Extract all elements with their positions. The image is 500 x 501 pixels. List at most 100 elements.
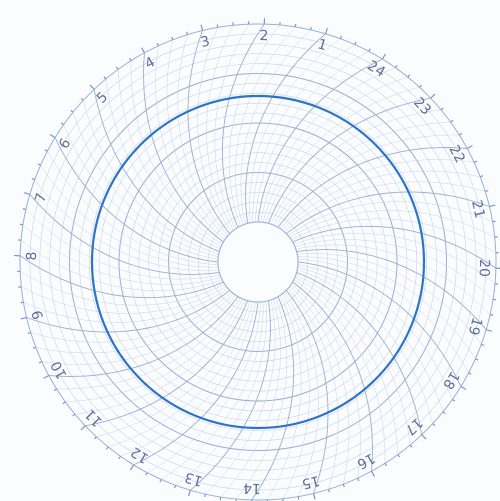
rim-tick bbox=[20, 301, 24, 304]
rim-tick bbox=[89, 84, 95, 90]
grid-arc bbox=[262, 76, 408, 223]
hour-label: 2 bbox=[259, 28, 268, 44]
rim-tick bbox=[173, 485, 177, 489]
grid-ring bbox=[79, 83, 437, 441]
rim-tick bbox=[49, 133, 56, 139]
grid-arc bbox=[293, 279, 386, 464]
rim-tick bbox=[216, 24, 219, 28]
rim-tick bbox=[32, 346, 37, 349]
hour-label: 19 bbox=[464, 315, 484, 337]
rim-tick bbox=[186, 31, 189, 35]
grid-arc bbox=[249, 38, 341, 223]
hour-label: 4 bbox=[142, 54, 158, 72]
rim-tick bbox=[200, 24, 204, 31]
grid-arc bbox=[96, 301, 251, 437]
grid-arc bbox=[280, 159, 475, 229]
grid-ring bbox=[128, 132, 388, 392]
grid-arc bbox=[175, 301, 267, 486]
rim-tick bbox=[37, 163, 41, 166]
rim-tick bbox=[394, 64, 398, 69]
grid-radial-arcs bbox=[19, 23, 497, 501]
rim-tick bbox=[60, 122, 65, 126]
rim-tick bbox=[489, 313, 494, 316]
hour-label: 14 bbox=[243, 480, 261, 496]
rim-tick bbox=[339, 35, 343, 39]
hour-label: 12 bbox=[128, 443, 152, 466]
grid-arc bbox=[275, 134, 460, 227]
grid-arc bbox=[291, 218, 496, 253]
grid-arc bbox=[287, 288, 339, 490]
rim-ticks bbox=[14, 18, 500, 501]
grid-arc bbox=[206, 25, 234, 231]
hour-label: 3 bbox=[199, 33, 211, 51]
rim-tick bbox=[309, 26, 312, 31]
grid-arc bbox=[245, 33, 326, 224]
hour-label: 22 bbox=[445, 143, 468, 166]
grid-arc bbox=[292, 225, 497, 269]
rim-tick bbox=[421, 434, 427, 440]
rim-tick bbox=[188, 490, 191, 497]
grid-ring bbox=[207, 211, 309, 313]
grid-arc bbox=[285, 290, 329, 494]
grid-arc bbox=[252, 44, 356, 223]
grid-arc bbox=[146, 301, 261, 473]
rim-tick bbox=[475, 358, 479, 361]
grid-ring bbox=[118, 122, 398, 402]
grid-arc bbox=[257, 58, 383, 223]
hour-label: 6 bbox=[56, 136, 74, 152]
rim-tick bbox=[20, 316, 27, 320]
rim-tick bbox=[23, 192, 30, 195]
rim-tick bbox=[489, 204, 496, 208]
rim-tick bbox=[481, 343, 485, 347]
grid-arc bbox=[260, 67, 396, 223]
hour-label: 21 bbox=[468, 199, 488, 220]
grid-arc bbox=[220, 298, 281, 498]
grid-arc bbox=[65, 298, 243, 403]
rim-tick bbox=[141, 47, 146, 54]
grid-arc bbox=[240, 29, 311, 225]
grid-arc bbox=[197, 27, 232, 233]
rim-tick bbox=[354, 41, 357, 45]
grid-ring bbox=[19, 23, 497, 501]
grid-arc bbox=[286, 191, 490, 235]
rim-tick bbox=[486, 329, 493, 332]
rim-tick bbox=[419, 84, 423, 88]
rim-tick bbox=[440, 107, 444, 111]
grid-arc bbox=[291, 284, 361, 479]
grid-arc bbox=[143, 52, 224, 243]
hour-label: 5 bbox=[94, 89, 111, 107]
grid-arc bbox=[267, 295, 302, 500]
rim-tick bbox=[105, 446, 109, 450]
grid-arc bbox=[214, 24, 249, 229]
grid-arc bbox=[108, 301, 254, 448]
rim-tick bbox=[145, 472, 148, 476]
hour-label: 24 bbox=[364, 58, 388, 81]
grid-arc bbox=[289, 286, 350, 485]
grid-arc bbox=[190, 300, 271, 491]
rim-tick bbox=[171, 36, 174, 41]
hour-label: 18 bbox=[439, 368, 462, 392]
grid-ring bbox=[188, 192, 328, 332]
grid-arc bbox=[117, 69, 222, 247]
grid-arc bbox=[297, 261, 462, 387]
grid-arc bbox=[296, 271, 423, 435]
grid-arc bbox=[292, 281, 373, 472]
grid-arc bbox=[22, 224, 222, 285]
grid-arc bbox=[297, 253, 482, 345]
rim-tick bbox=[72, 413, 76, 417]
hour-label: 8 bbox=[24, 251, 40, 260]
grid-ring bbox=[138, 142, 378, 382]
rim-tick bbox=[38, 361, 43, 364]
rim-tick bbox=[409, 444, 413, 448]
grid-arc bbox=[41, 295, 236, 365]
rim-tick bbox=[442, 411, 446, 415]
rim-tick bbox=[27, 331, 31, 334]
grid-arc bbox=[287, 201, 493, 236]
grid-arc bbox=[221, 23, 265, 228]
grid-arc bbox=[284, 291, 319, 497]
grid-ring bbox=[89, 93, 427, 431]
grid-arc bbox=[54, 137, 219, 263]
grid-arc bbox=[297, 256, 476, 360]
